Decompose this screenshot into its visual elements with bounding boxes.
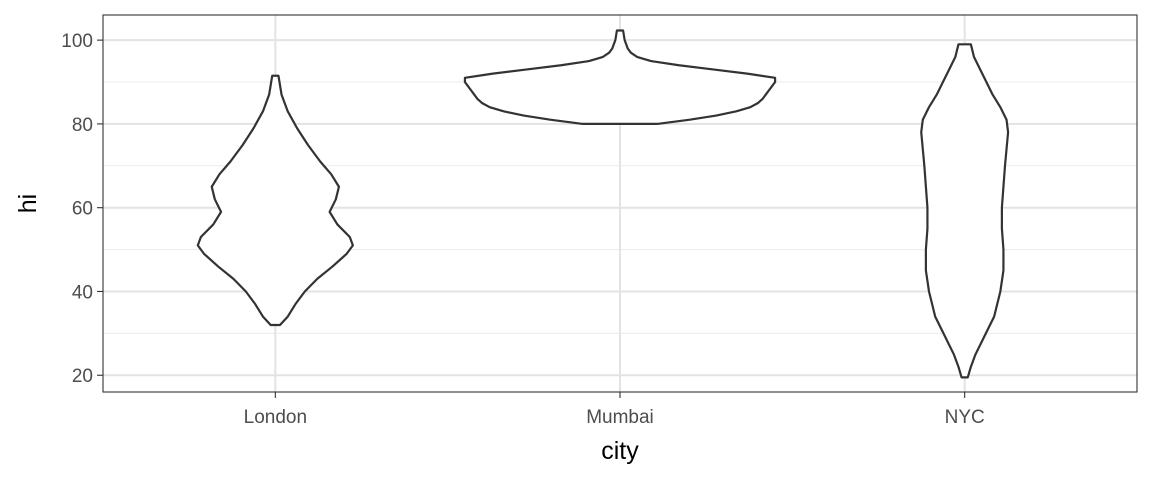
violin-mumbai <box>463 29 777 126</box>
violins <box>196 29 1010 379</box>
y-axis: 20 40 60 80 100 <box>61 31 103 387</box>
x-tick-label: Mumbai <box>586 407 654 428</box>
violin-nyc <box>920 43 1010 379</box>
y-tick-label: 40 <box>72 282 93 303</box>
x-axis-title: city <box>601 437 639 465</box>
y-tick-label: 80 <box>72 115 93 136</box>
y-tick-label: 100 <box>61 31 93 52</box>
x-tick-label: NYC <box>945 407 985 428</box>
y-tick-label: 20 <box>72 366 93 387</box>
x-axis: London Mumbai NYC <box>244 392 985 428</box>
y-tick-label: 60 <box>72 199 93 220</box>
x-tick-label: London <box>244 407 307 428</box>
violin-london <box>196 74 354 327</box>
y-axis-title: hi <box>14 194 42 213</box>
